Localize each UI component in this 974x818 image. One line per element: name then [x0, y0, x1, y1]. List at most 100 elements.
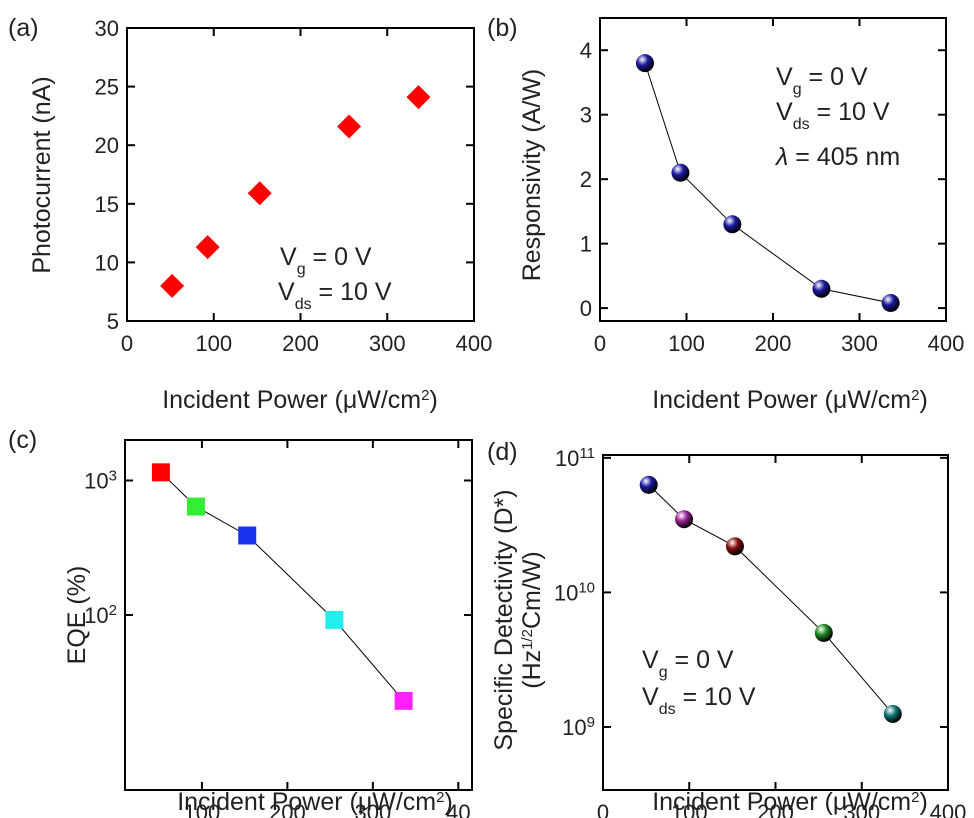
x-tick-label: 400	[930, 800, 967, 818]
text-part: = 0 V	[668, 646, 734, 674]
point	[337, 114, 362, 139]
text-part: EQE (%)	[63, 566, 91, 665]
point	[881, 293, 900, 312]
panel-label: (c)	[8, 426, 37, 454]
text-part: ds	[295, 296, 312, 313]
y-tick-label: 103	[84, 467, 117, 494]
text-part: 2	[911, 789, 919, 806]
annotation: Vg = 0 V	[280, 243, 372, 278]
text-part: = 0 V	[802, 63, 868, 91]
point	[325, 610, 344, 629]
text-part: 10	[555, 446, 579, 471]
plot-frame	[124, 439, 473, 791]
text-part: g	[297, 261, 306, 278]
panel-label: (d)	[487, 438, 518, 466]
x-tick-label: 100	[671, 800, 708, 818]
y-tick-label: 30	[95, 16, 119, 41]
text-part: )	[444, 788, 452, 816]
x-tick-label: 300	[369, 331, 406, 356]
text-part: 10	[578, 579, 595, 596]
point	[675, 510, 694, 529]
text-part: Incident Power (μW/cm	[177, 788, 436, 816]
y-tick-label: 1010	[554, 579, 595, 606]
x-axis-label: Incident Power (μW/cm2)	[652, 386, 928, 414]
y-tick-label: 5	[107, 309, 119, 334]
text-part: = 10 V	[810, 98, 890, 126]
panel-label: (b)	[487, 14, 518, 42]
panel-label: (a)	[8, 14, 39, 42]
y-tick-label: 3	[580, 103, 592, 128]
x-tick-label: 100	[184, 800, 221, 818]
text-part: = 10 V	[312, 278, 392, 306]
y-axis-label: (Hz1/2Cm/W)	[518, 551, 546, 689]
point	[812, 279, 831, 298]
y-tick-label: 102	[84, 602, 117, 629]
annotation: Vg = 0 V	[642, 646, 734, 681]
text-part: Incident Power (μW/cm	[652, 788, 911, 816]
text-part: 10	[562, 715, 586, 740]
x-tick-label: 400	[928, 331, 965, 356]
point	[725, 537, 744, 556]
text-part: Specific Detectivity (D*)	[490, 489, 518, 750]
y-tick-label: 109	[562, 713, 595, 740]
x-tick-label: 40	[446, 800, 470, 818]
y-tick-label: 0	[580, 296, 592, 321]
point	[238, 526, 257, 545]
text-part: 2	[436, 789, 444, 806]
x-tick-label: 200	[282, 331, 319, 356]
y-tick-label: 15	[95, 192, 119, 217]
x-tick-label: 0	[594, 331, 606, 356]
text-part: λ	[774, 143, 788, 171]
annotation: Vg = 0 V	[776, 63, 868, 98]
text-part: 3	[109, 467, 117, 484]
text-part: V	[642, 646, 659, 674]
x-tick-label: 400	[456, 331, 493, 356]
text-part: (Hz	[518, 650, 546, 689]
y-tick-label: 4	[580, 38, 592, 63]
text-part: V	[642, 683, 659, 711]
y-tick-label: 2	[580, 167, 592, 192]
text-part: 10	[84, 468, 108, 493]
text-part: = 405 nm	[788, 143, 900, 171]
point	[151, 463, 170, 482]
text-part: g	[659, 664, 668, 681]
text-part: 11	[579, 444, 595, 461]
text-part: 1/2	[519, 629, 536, 650]
point	[247, 181, 272, 206]
text-part: 9	[587, 713, 595, 730]
text-part: V	[776, 63, 793, 91]
annotation: Vds = 10 V	[278, 278, 392, 313]
x-tick-label: 0	[597, 800, 609, 818]
text-part: V	[280, 243, 297, 271]
annotation: Vds = 10 V	[642, 683, 756, 718]
y-axis-label: EQE (%)	[63, 566, 91, 665]
point	[186, 497, 205, 516]
point	[406, 85, 431, 110]
text-part: 2	[109, 602, 117, 619]
x-tick-label: 100	[668, 331, 705, 356]
text-part: V	[776, 98, 793, 126]
text-part: )	[429, 386, 437, 414]
text-part: Cm/W)	[518, 551, 546, 629]
text-part: 10	[84, 603, 108, 628]
y-tick-label: 1	[580, 232, 592, 257]
y-tick-label: 10	[95, 250, 119, 275]
point	[639, 475, 658, 494]
x-tick-label: 0	[121, 331, 133, 356]
text-part: 2	[421, 387, 429, 404]
text-part: Incident Power (μW/cm	[162, 386, 421, 414]
x-tick-label: 300	[841, 331, 878, 356]
text-part: ds	[793, 116, 810, 133]
text-part: ds	[659, 701, 676, 718]
text-part: = 0 V	[306, 243, 372, 271]
text-part: Responsivity (A/W)	[518, 69, 546, 282]
x-tick-label: 300	[843, 800, 880, 818]
y-axis-label: Photocurrent (nA)	[28, 76, 56, 273]
text-part: g	[793, 81, 802, 98]
x-tick-label: 200	[269, 800, 306, 818]
text-part: )	[919, 386, 927, 414]
x-axis-label: Incident Power (μW/cm2)	[162, 386, 438, 414]
x-tick-label: 300	[354, 800, 391, 818]
text-part: )	[919, 788, 927, 816]
point	[160, 273, 185, 298]
